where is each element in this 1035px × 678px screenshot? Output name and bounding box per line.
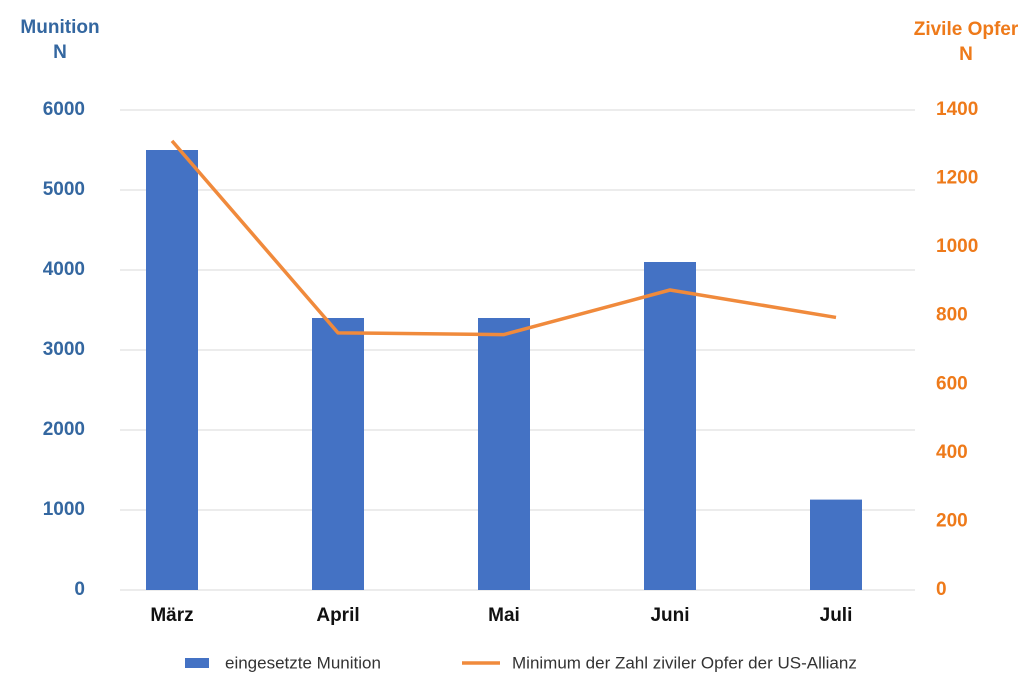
x-tick-label: April xyxy=(316,605,359,626)
y-tick-label: 2000 xyxy=(43,419,85,440)
y-tick-label: 0 xyxy=(74,579,85,600)
y-tick-label: 5000 xyxy=(43,179,85,200)
bar xyxy=(478,318,530,590)
y2-tick-label: 1200 xyxy=(936,168,978,189)
x-tick-label: Juni xyxy=(650,605,689,626)
y2-tick-label: 1000 xyxy=(936,236,978,257)
y2-tick-label: 1400 xyxy=(936,99,978,120)
y-axis-title: Munition xyxy=(20,17,99,38)
y2-tick-label: 200 xyxy=(936,510,968,531)
legend-label: eingesetzte Munition xyxy=(225,653,381,672)
bar xyxy=(810,499,862,590)
line xyxy=(170,139,837,337)
y-tick-label: 1000 xyxy=(43,499,85,520)
x-tick-label: März xyxy=(150,605,193,626)
y2-axis-title: N xyxy=(959,44,973,65)
y2-tick-label: 400 xyxy=(936,442,968,463)
y-tick-label: 6000 xyxy=(43,99,85,120)
legend-label: Minimum der Zahl ziviler Opfer der US-Al… xyxy=(512,653,857,672)
y-axis-title: N xyxy=(53,42,67,63)
x-tick-label: Mai xyxy=(488,605,520,626)
y2-tick-label: 0 xyxy=(936,579,947,600)
y2-axis-title: Zivile Opfer xyxy=(914,19,1019,40)
y2-tick-label: 800 xyxy=(936,305,968,326)
legend-swatch xyxy=(185,658,209,668)
y2-tick-label: 600 xyxy=(936,373,968,394)
y-tick-label: 3000 xyxy=(43,339,85,360)
x-tick-label: Juli xyxy=(820,605,853,626)
y-tick-label: 4000 xyxy=(43,259,85,280)
bar xyxy=(312,318,364,590)
bar xyxy=(644,262,696,590)
bar xyxy=(146,150,198,590)
